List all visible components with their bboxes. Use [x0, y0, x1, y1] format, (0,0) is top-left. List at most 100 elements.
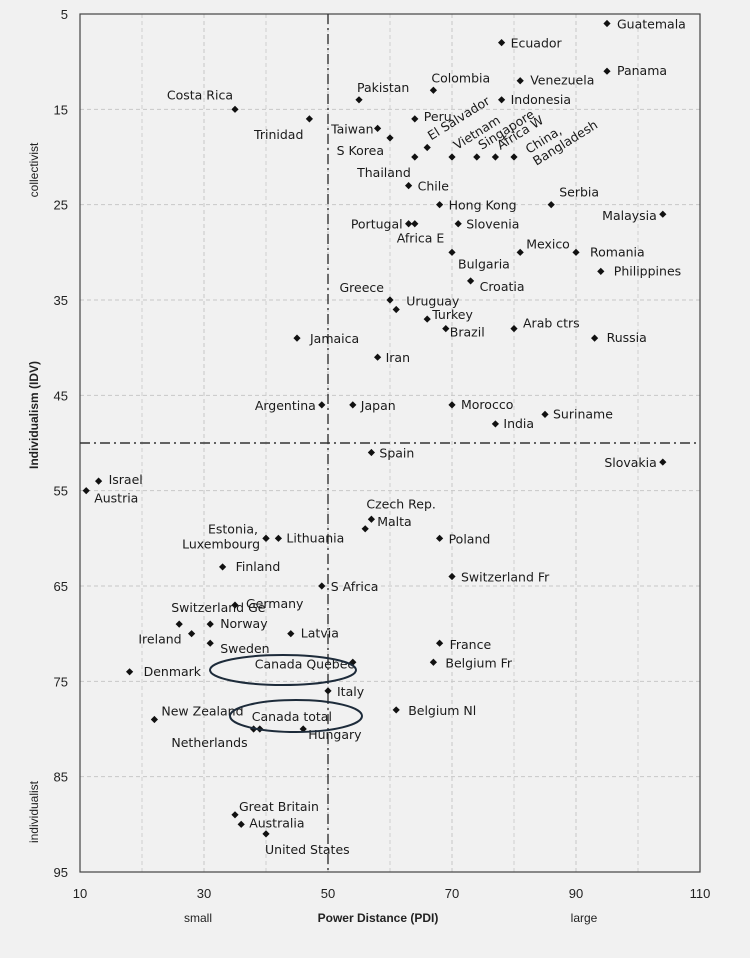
point-label: Japan [360, 398, 396, 413]
x-tick-label: 10 [73, 886, 87, 901]
y-axis-label: Individualism (IDV) [27, 361, 41, 469]
data-point [206, 639, 214, 647]
data-point [603, 19, 611, 28]
point-label: Romania [590, 244, 645, 259]
point-label: Croatia [480, 279, 525, 294]
y-tick-label: 65 [54, 579, 68, 594]
data-point [392, 305, 400, 314]
point-label: Turkey [431, 307, 473, 322]
data-point [318, 401, 326, 409]
data-point [262, 830, 270, 838]
data-point [429, 86, 437, 94]
data-point [436, 534, 444, 542]
data-point [386, 134, 394, 142]
point-label: Canada Quebec [255, 656, 355, 671]
point-label: S Korea [337, 143, 384, 158]
point-label: Luxembourg [182, 536, 260, 551]
y-tick-label: 75 [54, 674, 68, 689]
data-point [405, 182, 413, 190]
data-point [411, 153, 419, 161]
point-label: Estonia, [208, 521, 258, 536]
point-label: Guatemala [617, 17, 686, 32]
point-label: Denmark [144, 664, 202, 679]
point-label: Bulgaria [458, 256, 510, 271]
x-tick-label: 110 [690, 886, 711, 901]
point-label: Chile [418, 179, 450, 194]
point-label: Uruguay [406, 294, 460, 309]
data-point [572, 248, 580, 256]
data-point [374, 124, 382, 132]
point-label: Germany [246, 596, 304, 611]
point-label: Brazil [450, 325, 485, 340]
x-left-note: small [184, 911, 212, 925]
data-point [473, 153, 481, 161]
data-point [318, 582, 326, 590]
data-point [659, 458, 667, 466]
point-label: United States [265, 842, 350, 857]
point-label: Thailand [356, 165, 411, 180]
data-point [603, 67, 611, 75]
y-tick-label: 85 [54, 770, 68, 785]
point-label: Russia [607, 330, 647, 345]
point-label: Venezuela [530, 73, 594, 88]
y-tick-label: 15 [54, 102, 68, 117]
data-point [498, 39, 506, 47]
data-point [541, 410, 549, 418]
point-label: Africa E [397, 231, 445, 246]
data-point [126, 668, 134, 676]
data-point [293, 334, 301, 342]
point-label: Malaysia [602, 208, 657, 223]
data-point [386, 296, 394, 304]
point-label: Belgium Fr [445, 655, 512, 670]
point-label: Austria [94, 491, 138, 506]
data-point [299, 725, 307, 733]
data-point [206, 620, 214, 628]
point-label: Ireland [138, 632, 181, 647]
data-point [287, 630, 295, 638]
point-label: Slovakia [604, 455, 656, 470]
point-label: Morocco [461, 397, 513, 412]
y-tick-label: 45 [54, 388, 68, 403]
point-label: India [503, 416, 534, 431]
data-point [454, 220, 462, 228]
point-label: Switzerland Fr [461, 569, 550, 584]
point-label: Canada total [252, 709, 332, 724]
data-point [448, 572, 456, 581]
point-label: Poland [449, 531, 491, 546]
x-axis-label: Power Distance (PDI) [318, 911, 439, 925]
point-label: Italy [337, 684, 365, 699]
y-tick-label: 5 [61, 7, 68, 22]
data-point [491, 420, 499, 428]
data-point [188, 630, 196, 638]
point-label: Czech Rep. [366, 496, 435, 511]
data-point [231, 601, 239, 609]
point-label: Hong Kong [449, 198, 517, 213]
data-point [262, 534, 270, 542]
highlight-ellipses [209, 654, 363, 733]
data-point [597, 267, 605, 275]
data-point [442, 325, 450, 333]
data-point [659, 210, 667, 218]
data-point [274, 534, 282, 542]
point-label: Serbia [559, 185, 599, 200]
data-point [231, 811, 239, 819]
point-label: Greece [340, 280, 385, 295]
data-point [510, 153, 518, 161]
data-point [547, 201, 555, 209]
point-label: Israel [109, 472, 143, 487]
data-point [392, 706, 400, 714]
point-label: France [450, 637, 492, 652]
point-label: Sweden [220, 641, 269, 656]
data-point [411, 115, 419, 123]
data-point [175, 620, 183, 628]
data-point [324, 687, 332, 695]
highlight-ellipse [209, 654, 357, 686]
x-tick-label: 50 [321, 886, 335, 901]
point-label: Finland [236, 559, 281, 574]
point-label: Suriname [553, 406, 613, 421]
point-label: Switzerland Ge [171, 600, 266, 615]
y-bottom-note: individualist [27, 780, 41, 843]
data-point [305, 115, 313, 123]
data-point [516, 77, 524, 85]
